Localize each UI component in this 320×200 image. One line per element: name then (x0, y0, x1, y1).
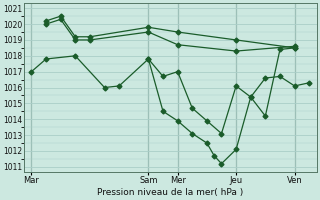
X-axis label: Pression niveau de la mer( hPa ): Pression niveau de la mer( hPa ) (97, 188, 244, 197)
